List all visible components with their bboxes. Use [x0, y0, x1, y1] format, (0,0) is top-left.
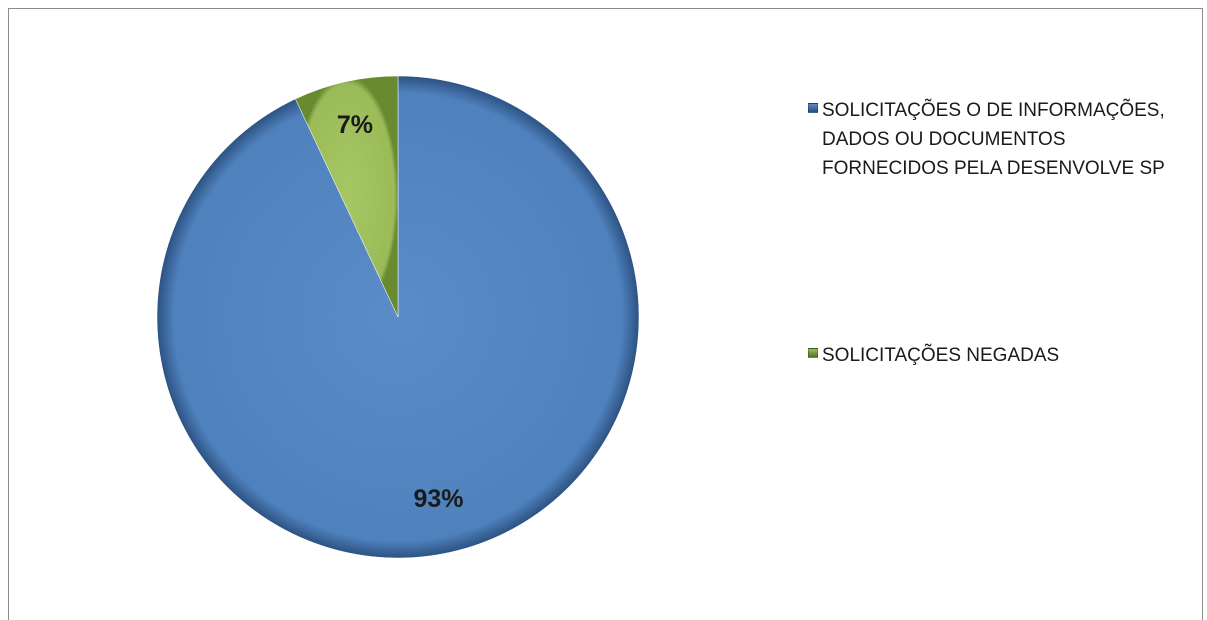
legend-item-fornecidos: SOLICITAÇÕES O DE INFORMAÇÕES, DADOS OU …	[808, 96, 1192, 183]
pie-slices	[156, 75, 640, 559]
legend-item-negadas: SOLICITAÇÕES NEGADAS	[808, 341, 1192, 370]
legend-label-fornecidos: SOLICITAÇÕES O DE INFORMAÇÕES, DADOS OU …	[822, 100, 1165, 179]
legend-swatch-negadas	[808, 348, 818, 358]
legend-label-negadas: SOLICITAÇÕES NEGADAS	[822, 345, 1060, 366]
pie-data-labels: 93% 7%	[337, 111, 464, 513]
data-label-negadas: 7%	[337, 111, 373, 139]
legend-swatch-fornecidos	[808, 103, 818, 113]
data-label-fornecidos: 93%	[413, 485, 463, 513]
pie-slice-negadas	[295, 75, 399, 318]
